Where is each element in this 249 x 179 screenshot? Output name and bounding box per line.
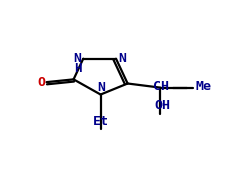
Text: N: N — [118, 52, 126, 64]
Text: CH: CH — [153, 80, 169, 93]
Text: OH: OH — [154, 100, 170, 112]
Text: Et: Et — [93, 115, 109, 128]
Text: O: O — [38, 76, 46, 89]
Text: N: N — [98, 81, 106, 94]
Text: H: H — [74, 62, 81, 75]
Text: Me: Me — [195, 80, 211, 93]
Text: N: N — [73, 52, 81, 64]
